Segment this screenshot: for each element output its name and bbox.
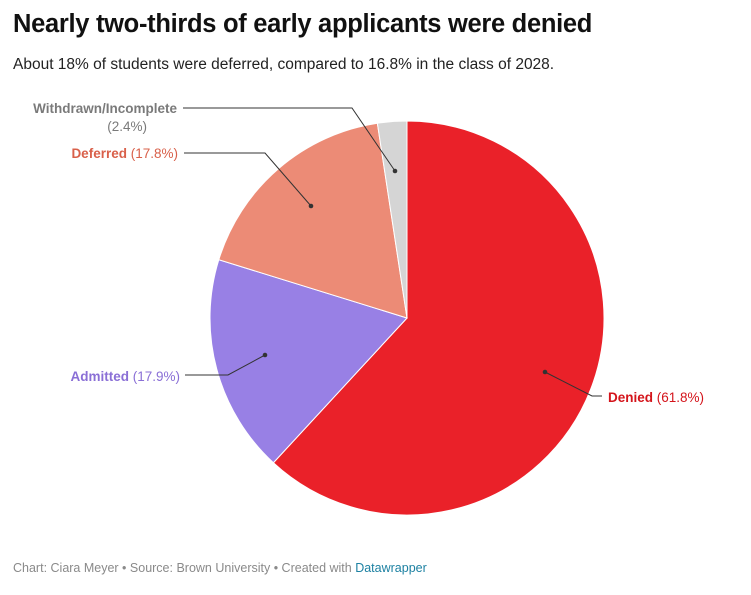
chart-footer: Chart: Ciara Meyer • Source: Brown Unive… <box>13 561 427 575</box>
chart-subtitle: About 18% of students were deferred, com… <box>13 56 555 73</box>
slice-label-deferred: Deferred (17.8%) <box>71 146 178 161</box>
datawrapper-link[interactable]: Datawrapper <box>355 561 427 575</box>
slice-label-name: Deferred <box>71 146 127 161</box>
pie-slice-admitted <box>209 259 408 464</box>
leader-dot-deferred <box>308 203 314 209</box>
chart-title: Nearly two-thirds of early applicants we… <box>13 10 593 38</box>
slice-label-value: (2.4%) <box>107 119 147 134</box>
slice-label-withdrawn-incomplete: Withdrawn/Incomplete (2.4%) <box>33 101 177 134</box>
leader-dot-denied <box>542 369 548 375</box>
slice-label-name: Admitted <box>70 369 129 384</box>
leader-lines <box>183 107 602 397</box>
slice-labels: Denied (61.8%) Admitted (17.9%) Deferred (… <box>33 101 704 405</box>
slice-label-value: (17.9%) <box>129 369 180 384</box>
pie-slice-denied <box>272 120 605 516</box>
slice-label-denied: Denied (61.8%) <box>608 390 704 405</box>
leader-dot-admitted <box>262 352 268 358</box>
pie-slices <box>209 120 605 516</box>
slice-label-name: Denied <box>608 390 653 405</box>
leader-line-withdrawn-incomplete <box>183 107 396 172</box>
slice-label-admitted: Admitted (17.9%) <box>70 369 180 384</box>
pie-slice-withdrawn-incomplete <box>376 120 408 319</box>
slice-label-value: (61.8%) <box>653 390 704 405</box>
leader-line-denied <box>544 371 602 397</box>
leader-line-deferred <box>184 152 312 207</box>
footer-credit: Chart: Ciara Meyer • Source: Brown Unive… <box>13 561 356 575</box>
leader-line-admitted <box>185 354 266 376</box>
slice-label-value: (17.8%) <box>127 146 178 161</box>
slice-label-name: Withdrawn/Incomplete <box>33 101 177 116</box>
leader-dot-withdrawn-incomplete <box>392 168 398 174</box>
